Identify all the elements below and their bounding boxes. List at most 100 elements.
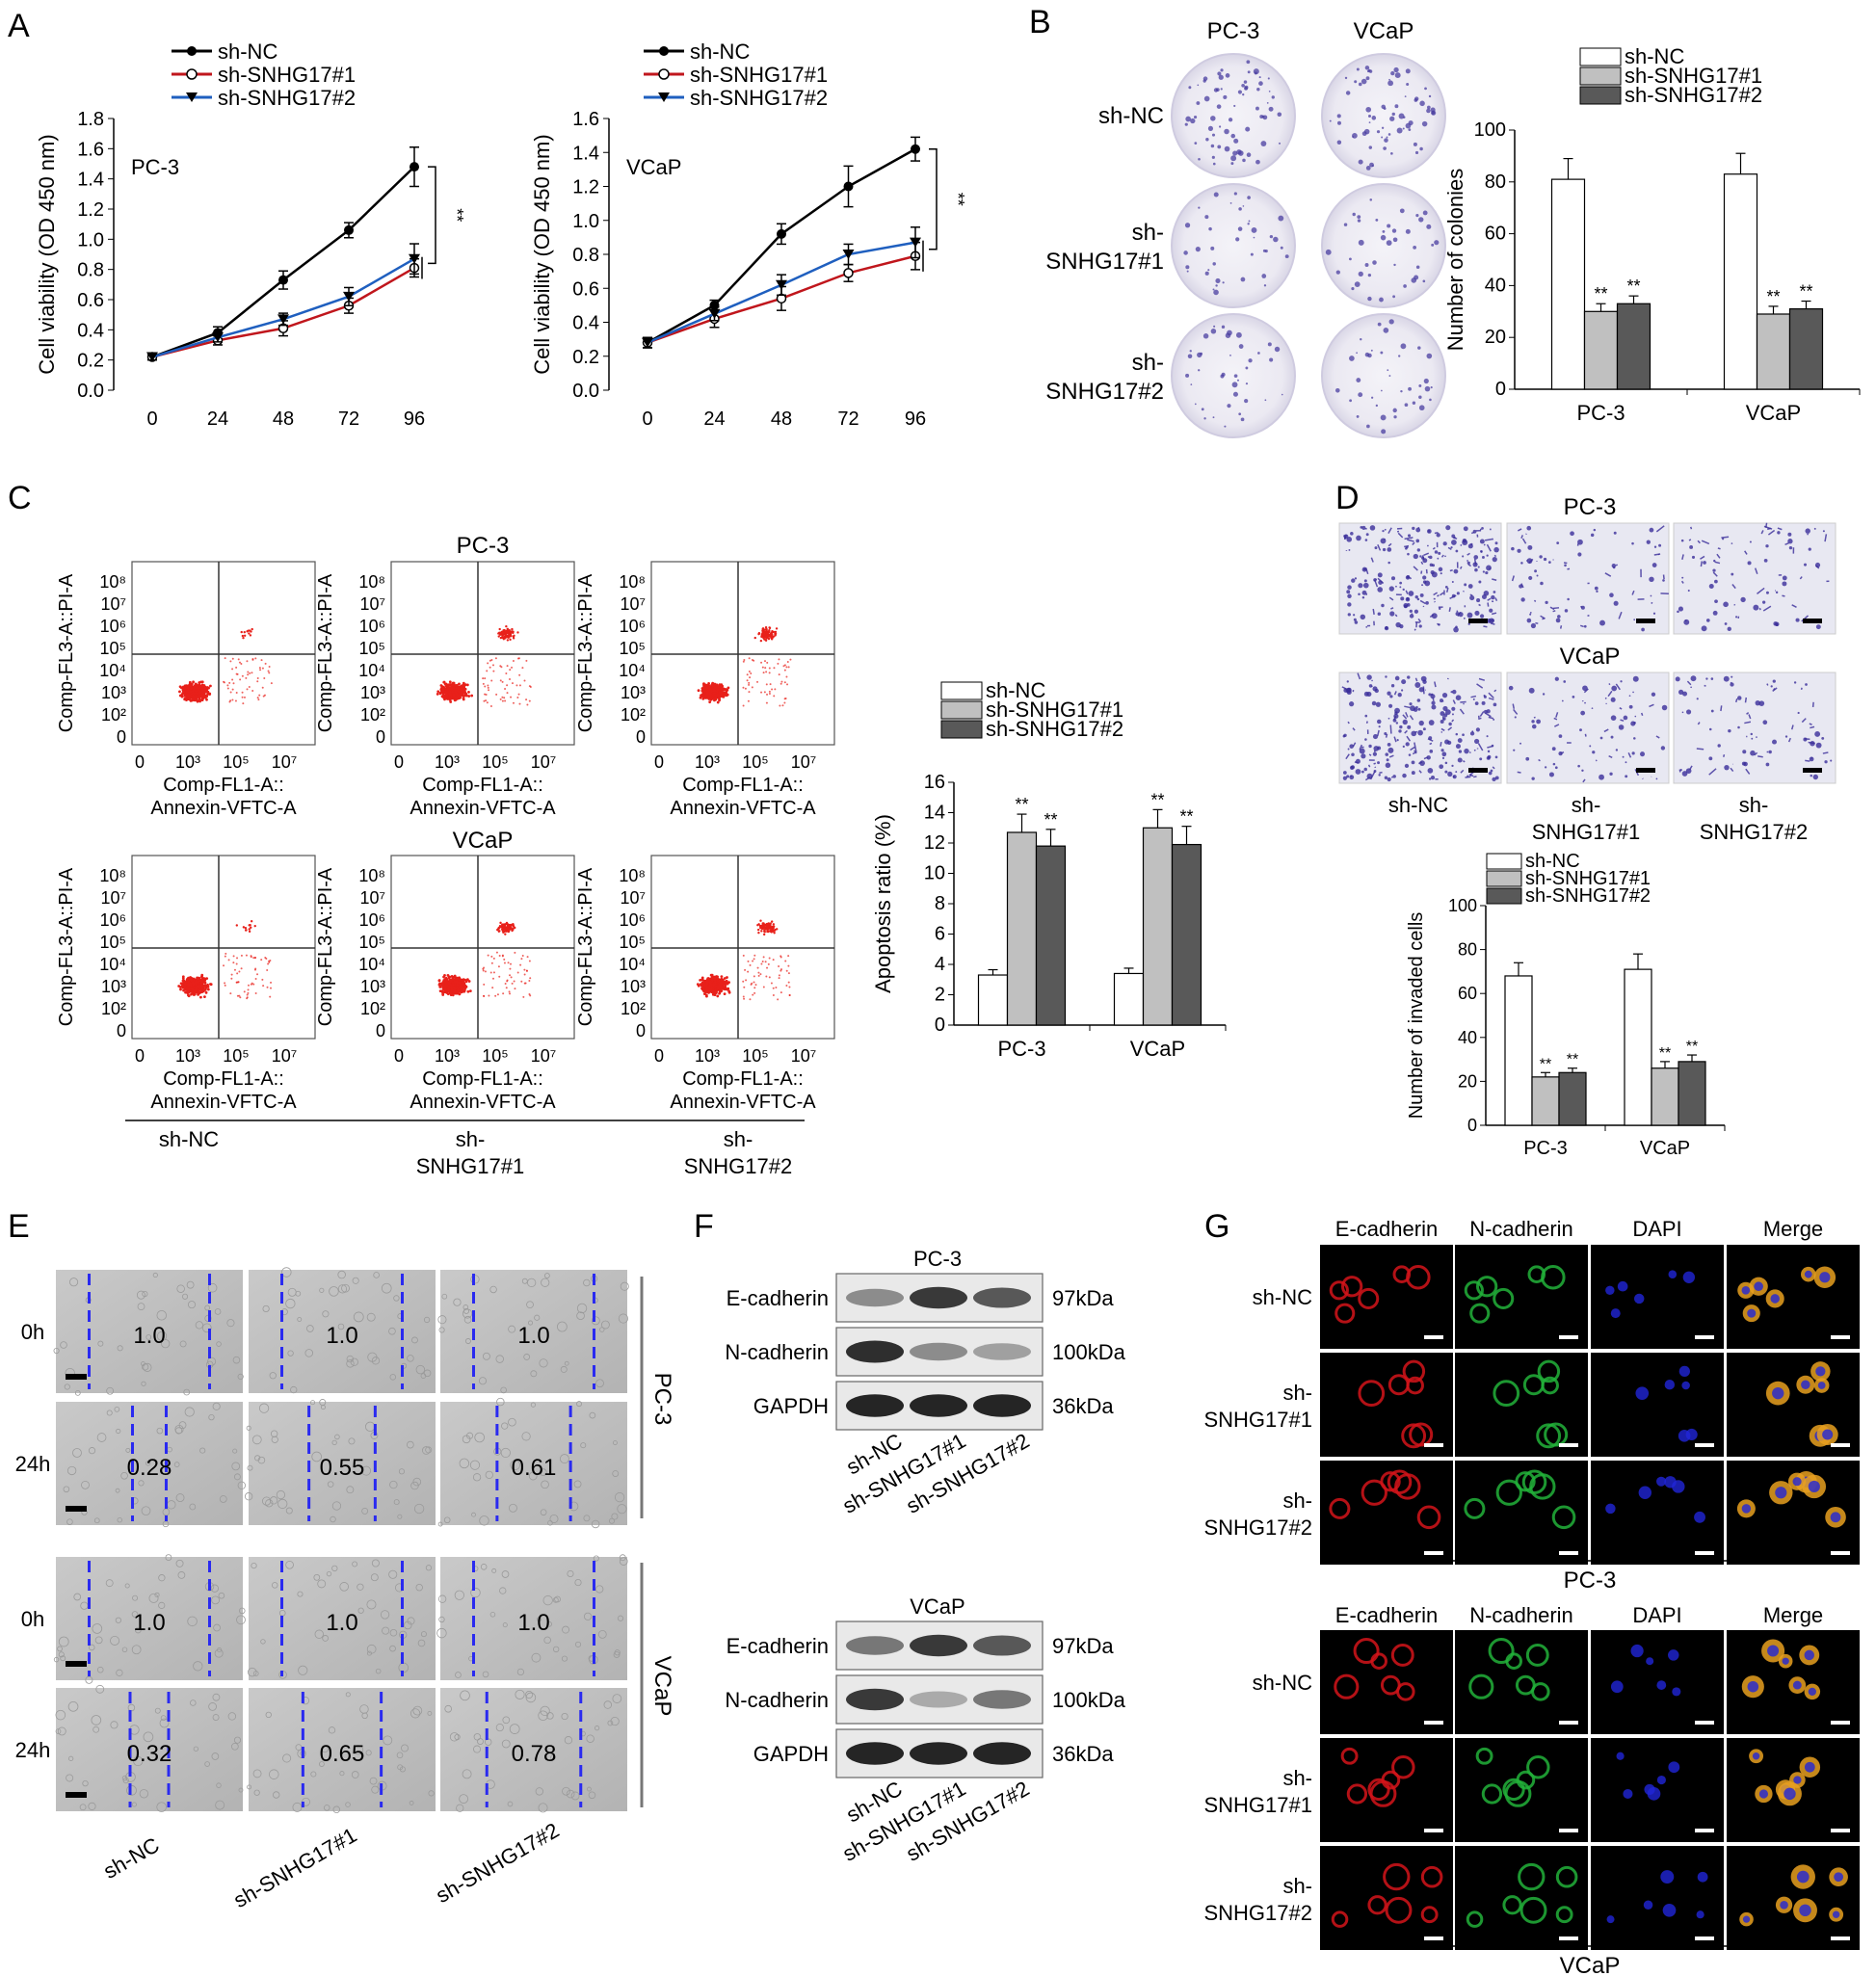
flow-dot <box>490 659 493 662</box>
flow-dot <box>187 687 191 690</box>
flow-dot <box>247 991 250 994</box>
flow-dot <box>457 694 461 698</box>
flow-dot <box>528 960 531 962</box>
cell-stain <box>1555 618 1561 623</box>
cell-stain <box>1408 591 1414 596</box>
cell-stain <box>1525 756 1530 761</box>
cell-stain <box>1438 551 1441 555</box>
flow-dot <box>766 930 769 934</box>
cell-stain <box>1554 766 1558 770</box>
flow-dot <box>246 688 249 691</box>
y-tick-label: 10⁷ <box>359 888 385 908</box>
cell-stain <box>1368 753 1372 756</box>
flow-dot <box>250 920 253 923</box>
y-tick-label: 10² <box>101 999 126 1018</box>
cell-stain <box>1384 528 1387 531</box>
chart-annotation: PC-3 <box>131 155 179 179</box>
flow-dot <box>748 681 751 684</box>
flow-dot <box>768 976 771 979</box>
flow-dot <box>256 697 259 699</box>
flow-dot <box>497 632 500 635</box>
cell-stain <box>1609 593 1614 598</box>
flow-dot <box>449 700 453 703</box>
flow-dot <box>764 667 767 670</box>
cell-stain <box>1650 594 1652 597</box>
flow-dot <box>192 694 195 698</box>
cell-stain <box>1810 774 1813 777</box>
cell-stain <box>1440 711 1445 717</box>
cell-stain <box>1599 619 1605 626</box>
cell-stain <box>1406 596 1410 601</box>
y-tick-label: 10² <box>101 705 126 725</box>
cell-stain <box>1452 775 1457 779</box>
column-title: PC-3 <box>1207 18 1260 44</box>
group-label: SNHG17#2 <box>684 1154 793 1178</box>
cell-stain <box>1809 723 1812 725</box>
scale-bar <box>1803 768 1822 773</box>
cell-stain <box>1438 623 1440 626</box>
colony-dot <box>1360 337 1362 341</box>
flow-dot <box>234 699 237 702</box>
flow-dot <box>725 688 728 691</box>
flow-dot <box>704 990 708 994</box>
flow-dot <box>705 697 709 699</box>
flow-dot <box>514 988 516 990</box>
cell-stain <box>1542 693 1546 696</box>
colony-dot <box>1243 80 1248 84</box>
cell-stain <box>1395 722 1399 725</box>
flow-dot <box>786 683 789 686</box>
flow-dot <box>229 691 232 694</box>
colony-dot <box>1430 107 1436 113</box>
colony-dot <box>1419 100 1425 107</box>
flow-dot <box>765 925 768 928</box>
significance-mark: ** <box>1686 1039 1698 1055</box>
data-point <box>842 250 855 259</box>
flow-dot <box>505 987 508 989</box>
flow-dot <box>182 979 185 983</box>
flow-plot-frame <box>131 855 316 1040</box>
flow-dot <box>254 967 257 970</box>
cell-stain <box>1346 590 1351 594</box>
flow-dot <box>248 930 251 934</box>
flow-dot <box>185 978 189 982</box>
panel-c-apoptosis-chart: sh-NCsh-SNHG17#1sh-SNHG17#20246810121416… <box>871 678 1227 1061</box>
flow-dot <box>224 984 226 987</box>
flow-dot <box>702 686 706 690</box>
cell-stain <box>1615 564 1619 566</box>
flow-dot <box>243 696 246 698</box>
colony-dot <box>1215 88 1220 92</box>
flow-dot <box>457 988 461 991</box>
legend-marker-open <box>658 68 670 80</box>
flow-dot <box>713 683 716 686</box>
colony-dot <box>1196 101 1201 105</box>
flow-dot <box>507 930 510 933</box>
flow-dot <box>190 698 194 702</box>
cell-stain <box>1530 622 1537 629</box>
x-tick-label: PC-3 <box>1576 401 1625 425</box>
colony-dish <box>1321 53 1446 178</box>
cell-stain <box>1620 680 1623 683</box>
cell-stain <box>1660 746 1666 751</box>
x-tick-label: 0 <box>394 752 404 772</box>
cell-stain <box>1479 528 1482 531</box>
flow-dot <box>239 678 242 681</box>
colony-dot <box>1365 106 1372 113</box>
flow-dot <box>509 638 512 642</box>
cell-stain <box>1681 576 1684 579</box>
flow-dot <box>444 988 447 991</box>
flow-dot <box>753 975 755 978</box>
flow-dot <box>511 982 514 985</box>
flow-dot <box>438 985 442 988</box>
cell-stain <box>1463 702 1465 705</box>
bar <box>1624 968 1652 1126</box>
cell-stain <box>1756 736 1757 738</box>
colony-dot <box>1430 386 1433 389</box>
cell-stain <box>1467 543 1473 549</box>
colony-dot <box>1381 136 1384 139</box>
flow-dot <box>247 673 250 676</box>
cell-stain <box>1350 532 1354 536</box>
colony-dot <box>1184 223 1191 228</box>
cell-stain <box>1681 771 1688 777</box>
y-axis-label: Number of colonies <box>1443 169 1467 352</box>
flow-dot <box>779 704 781 707</box>
